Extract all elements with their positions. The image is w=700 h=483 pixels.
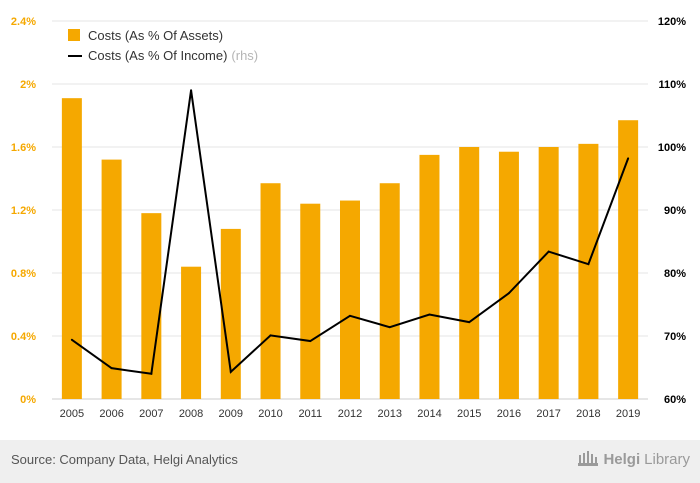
- source-note: Source: Company Data, Helgi Analytics: [11, 452, 238, 467]
- bar-2006: [101, 159, 122, 399]
- line-point-2009: [229, 370, 232, 373]
- left-axis-tick-label: 2.4%: [11, 16, 36, 28]
- x-axis-tick-label: 2006: [99, 408, 123, 420]
- x-axis-tick-label: 2018: [576, 408, 600, 420]
- x-axis-tick-label: 2009: [219, 408, 243, 420]
- bar-2019: [618, 120, 639, 399]
- right-axis: 60% 70% 80% 90% 100% 110% 120%: [658, 16, 686, 406]
- line-point-2016: [507, 292, 510, 295]
- footer: Source: Company Data, Helgi Analytics He…: [0, 440, 700, 483]
- chart-area: 0% 0.4% 0.8% 1.2% 1.6% 2% 2.4% 60% 70% 80% 90% 100…: [11, 16, 686, 420]
- bar-2008: [181, 266, 202, 399]
- right-axis-tick-label: 90%: [664, 205, 686, 217]
- legend: Costs (As % Of Assets) Costs (As % Of In…: [68, 28, 258, 63]
- bar-2005: [61, 98, 82, 400]
- x-axis-tick-label: 2013: [377, 408, 401, 420]
- left-axis-tick-label: 1.2%: [11, 205, 36, 217]
- line-point-2006: [110, 367, 113, 370]
- line-point-2013: [388, 326, 391, 329]
- bar-2011: [300, 203, 321, 399]
- legend-label-bar: Costs (As % Of Assets): [88, 28, 223, 43]
- line-point-2005: [70, 338, 73, 341]
- line-point-2010: [269, 334, 272, 337]
- bar-series: [61, 98, 639, 400]
- line-point-2017: [547, 250, 550, 253]
- helgi-library-building-icon: [578, 451, 599, 466]
- x-axis-tick-label: 2019: [616, 408, 640, 420]
- line-series: [70, 89, 630, 375]
- line-point-2008: [190, 89, 193, 92]
- right-axis-tick-label: 100%: [658, 142, 686, 154]
- right-axis-tick-label: 120%: [658, 16, 686, 28]
- logo-text-bold: Helgi: [603, 450, 641, 468]
- bar-2009: [220, 228, 241, 399]
- bar-2018: [578, 143, 599, 399]
- left-axis-tick-label: 1.6%: [11, 142, 36, 154]
- x-axis-tick-label: 2014: [417, 408, 441, 420]
- bar-2010: [260, 183, 281, 399]
- left-axis: 0% 0.4% 0.8% 1.2% 1.6% 2% 2.4%: [11, 16, 36, 406]
- right-axis-tick-label: 80%: [664, 268, 686, 280]
- bar-2013: [379, 183, 400, 399]
- helgi-library-logo[interactable]: Helgi Library: [577, 449, 690, 469]
- x-axis-tick-label: 2008: [179, 408, 203, 420]
- x-axis-tick-label: 2012: [338, 408, 362, 420]
- bar-2016: [498, 151, 519, 399]
- bar-2014: [419, 154, 440, 399]
- line-point-2011: [309, 340, 312, 343]
- x-axis-tick-label: 2010: [258, 408, 282, 420]
- x-axis-tick-label: 2016: [497, 408, 521, 420]
- x-axis-tick-label: 2015: [457, 408, 481, 420]
- logo-text-regular: Library: [644, 450, 690, 468]
- legend-label-line-suffix: (rhs): [231, 48, 258, 63]
- line-point-2019: [627, 157, 630, 160]
- x-axis-tick-label: 2017: [536, 408, 560, 420]
- x-axis-tick-label: 2007: [139, 408, 163, 420]
- bar-2017: [538, 147, 559, 399]
- left-axis-tick-label: 0.4%: [11, 331, 36, 343]
- x-axis: 2005 2006 2007 2008 2009 2010 2011 2012 2013 2014…: [60, 408, 641, 420]
- bar-2015: [459, 147, 480, 399]
- right-axis-tick-label: 110%: [658, 79, 686, 91]
- legend-swatch-bar: [68, 29, 80, 41]
- x-axis-tick-label: 2011: [298, 408, 322, 420]
- left-axis-tick-label: 0.8%: [11, 268, 36, 280]
- legend-label-line: Costs (As % Of Income) (rhs): [88, 48, 258, 63]
- bar-2012: [340, 200, 360, 399]
- combo-chart: 0% 0.4% 0.8% 1.2% 1.6% 2% 2.4% 60% 70% 80% 90% 100…: [11, 16, 686, 420]
- x-axis-tick-label: 2005: [60, 408, 84, 420]
- legend-label-line-name: Costs (As % Of Income): [88, 48, 227, 63]
- right-axis-tick-label: 70%: [664, 331, 686, 343]
- line-point-2014: [428, 313, 431, 316]
- left-axis-tick-label: 0%: [20, 394, 36, 406]
- left-axis-tick-label: 2%: [20, 79, 36, 91]
- line-point-2018: [587, 263, 590, 266]
- line-point-2012: [349, 314, 351, 317]
- line-point-2015: [468, 321, 471, 324]
- bar-2007: [141, 213, 162, 399]
- line-point-2007: [150, 372, 153, 375]
- right-axis-tick-label: 60%: [664, 394, 686, 406]
